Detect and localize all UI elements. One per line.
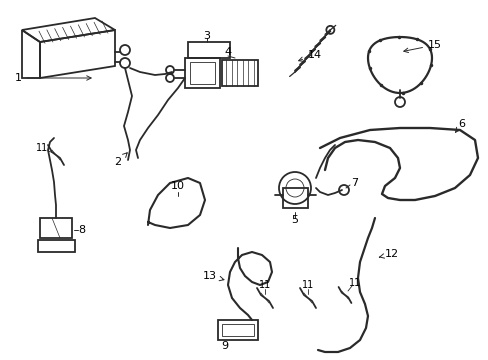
Text: 11: 11 xyxy=(258,280,270,290)
Text: 11: 11 xyxy=(36,143,48,153)
Text: 6: 6 xyxy=(455,119,465,132)
Text: 11: 11 xyxy=(301,280,313,290)
Text: 8: 8 xyxy=(78,225,85,235)
Text: 10: 10 xyxy=(171,181,184,191)
Text: 5: 5 xyxy=(291,215,298,225)
Text: 9: 9 xyxy=(221,341,228,351)
Text: 12: 12 xyxy=(379,249,398,259)
Text: 14: 14 xyxy=(298,50,322,61)
Text: 13: 13 xyxy=(203,271,224,281)
Text: 11: 11 xyxy=(348,278,360,288)
Text: 7: 7 xyxy=(351,178,358,188)
Text: 4: 4 xyxy=(224,47,231,57)
Text: 15: 15 xyxy=(403,40,441,53)
Text: 3: 3 xyxy=(203,31,210,41)
Text: 1: 1 xyxy=(15,73,91,83)
Circle shape xyxy=(338,185,348,195)
Text: 2: 2 xyxy=(114,153,127,167)
